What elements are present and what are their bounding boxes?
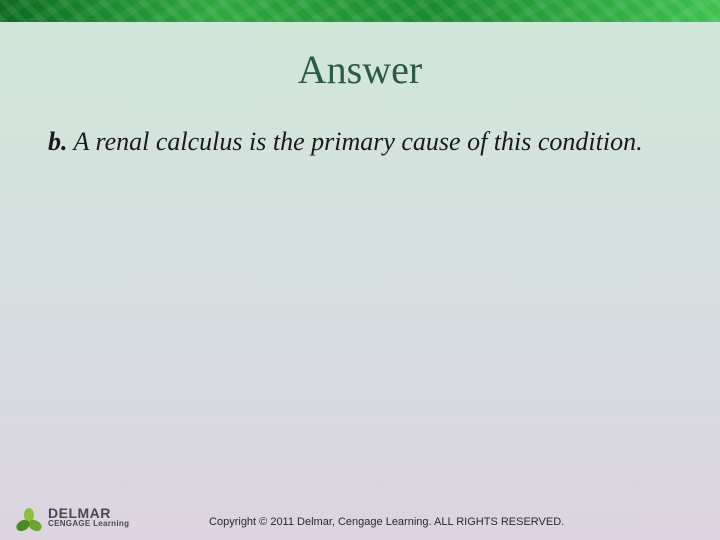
footer: DELMAR CENGAGE Learning Copyright © 2011… xyxy=(0,504,720,530)
answer-text: A renal calculus is the primary cause of… xyxy=(68,127,643,156)
logo-icon xyxy=(16,504,42,530)
answer-body: b. A renal calculus is the primary cause… xyxy=(48,125,672,159)
answer-letter: b. xyxy=(48,127,68,156)
slide: Answer b. A renal calculus is the primar… xyxy=(0,0,720,540)
copyright-text: Copyright © 2011 Delmar, Cengage Learnin… xyxy=(69,516,704,530)
decorative-top-band xyxy=(0,0,720,22)
slide-title: Answer xyxy=(0,46,720,93)
